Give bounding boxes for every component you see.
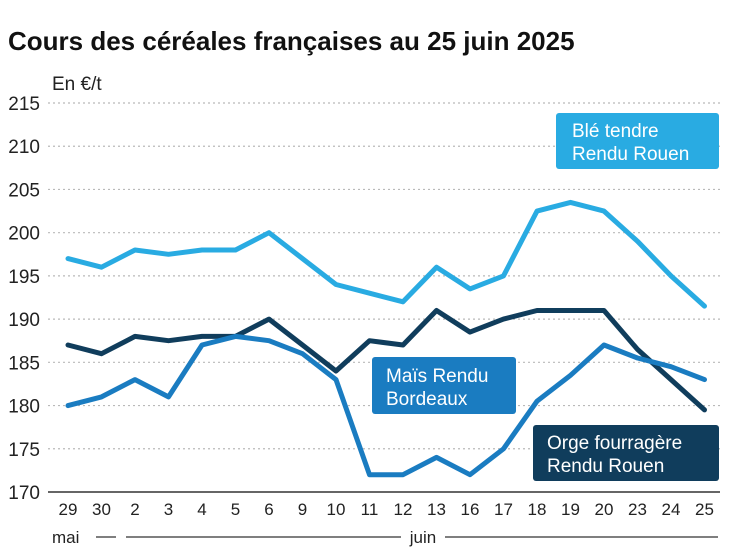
x-tick-label: 11 [361,500,379,519]
series-label-box [556,113,719,169]
y-tick-label: 175 [8,440,40,461]
x-tick-label: 17 [494,500,513,519]
chart-title: Cours des céréales françaises au 25 juin… [8,26,575,56]
y-tick-label: 210 [8,137,40,158]
y-axis-unit-label: En €/t [52,74,102,95]
x-tick-label: 9 [298,500,307,519]
x-tick-label: 16 [461,500,480,519]
series-line-0 [65,199,707,309]
x-tick-label: 4 [197,500,206,519]
x-tick-label: 12 [394,500,413,519]
x-tick-label: 6 [264,500,273,519]
y-tick-label: 205 [8,180,40,201]
series-label-box [372,357,516,414]
series-label-text: Rendu Rouen [572,144,689,165]
x-tick-label: 3 [164,500,173,519]
series-label-box [533,425,719,481]
month-axis: mai juin [52,528,718,547]
x-tick-label: 18 [528,500,547,519]
y-tick-label: 195 [8,267,40,288]
series-lines [65,199,707,478]
x-axis-ticks: 29 30 2 3 4 5 6 9 10 11 12 13 16 17 18 19 20 23 24 25 [59,500,714,519]
month-label: mai [52,528,79,547]
series-label-text: Maïs Rendu [386,366,488,387]
series-label-text: Blé tendre [572,121,659,142]
x-tick-label: 13 [427,500,446,519]
series-label-text: Orge fourragère [547,433,682,454]
x-tick-label: 25 [695,500,714,519]
series-line-1 [65,333,707,478]
x-tick-label: 30 [92,500,111,519]
series-label-text: Rendu Rouen [547,456,664,477]
x-tick-label: 5 [231,500,240,519]
y-tick-label: 180 [8,397,40,418]
y-tick-label: 215 [8,94,40,115]
x-tick-label: 29 [59,500,78,519]
x-tick-label: 23 [628,500,647,519]
x-tick-label: 2 [130,500,139,519]
gridlines [48,102,720,493]
y-tick-label: 170 [8,483,40,504]
y-axis-ticks: 170 175 180 185 190 195 200 205 210 215 [8,94,40,504]
series-label-text: Bordeaux [386,389,468,410]
x-tick-label: 24 [662,500,681,519]
y-tick-label: 185 [8,353,40,374]
y-tick-label: 190 [8,310,40,331]
x-tick-label: 20 [595,500,614,519]
y-tick-label: 200 [8,224,40,245]
series-line-2 [65,308,707,413]
x-tick-label: 10 [327,500,346,519]
x-tick-label: 19 [561,500,580,519]
month-label: juin [409,528,436,547]
